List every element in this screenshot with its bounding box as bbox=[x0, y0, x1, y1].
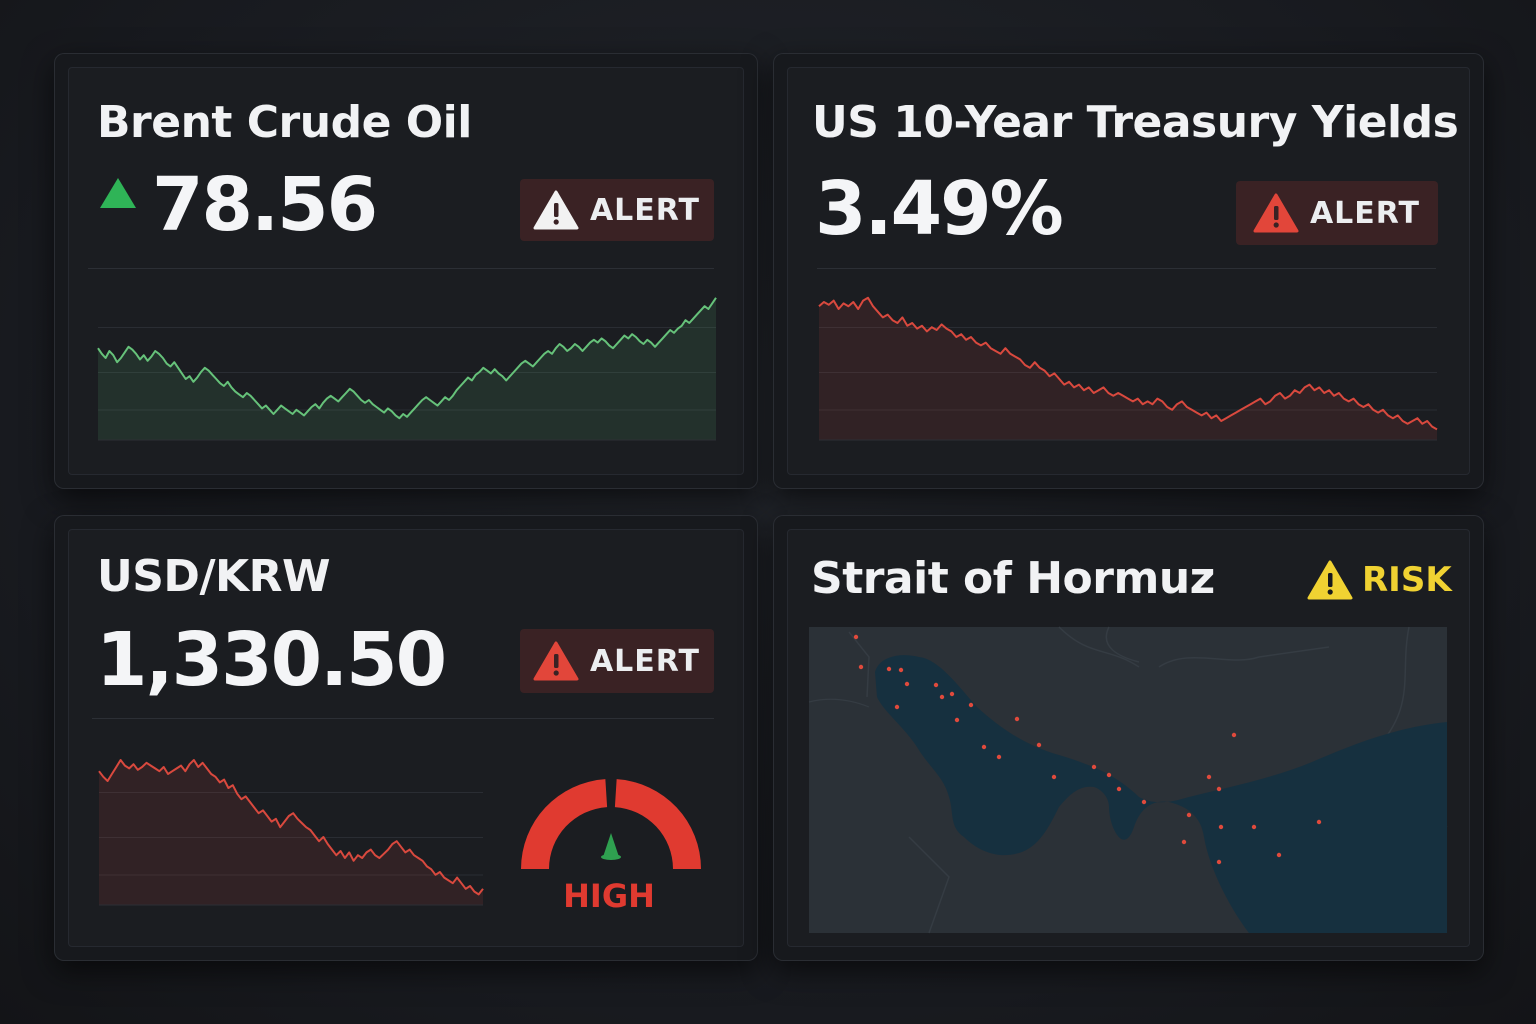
hormuz-risk-label: RISK bbox=[1362, 560, 1452, 600]
brent-alert-badge[interactable]: ALERT bbox=[520, 179, 714, 241]
vessel-marker bbox=[886, 666, 892, 672]
vessel-marker bbox=[968, 702, 974, 708]
vessel-marker bbox=[853, 634, 859, 640]
vessel-marker bbox=[904, 681, 910, 687]
hormuz-title: Strait of Hormuz bbox=[811, 553, 1215, 604]
treasury-series-line bbox=[818, 296, 1438, 431]
treasury-area bbox=[819, 297, 1437, 440]
risk-gauge bbox=[521, 779, 701, 869]
gauge-arc-segment bbox=[614, 779, 701, 869]
vessel-marker bbox=[894, 704, 900, 710]
brent-value: 78.56 bbox=[152, 162, 378, 248]
usdkrw-title: USD/KRW bbox=[97, 551, 331, 602]
brent-divider bbox=[88, 268, 714, 269]
brent-title: Brent Crude Oil bbox=[97, 97, 472, 148]
gauge-level-label: HIGH bbox=[563, 877, 655, 915]
usdkrw-area bbox=[99, 760, 483, 905]
vessel-marker bbox=[949, 691, 955, 697]
trend-up-icon bbox=[100, 178, 136, 208]
vessel-marker bbox=[1036, 742, 1042, 748]
vessel-marker bbox=[1276, 852, 1282, 858]
usdkrw-alert-badge[interactable]: ALERT bbox=[520, 629, 714, 693]
usdkrw-divider bbox=[92, 718, 714, 719]
persian-gulf-water bbox=[875, 655, 1447, 933]
usdkrw-alert-label: ALERT bbox=[589, 643, 701, 679]
treasury-panel: US 10-Year Treasury Yields 3.49% ALERT bbox=[773, 53, 1484, 489]
warning-icon bbox=[1307, 560, 1353, 600]
brent-series-line bbox=[97, 297, 717, 420]
warning-icon bbox=[1253, 193, 1299, 233]
vessel-marker bbox=[939, 694, 945, 700]
brent-area bbox=[98, 297, 716, 440]
warning-icon bbox=[533, 190, 579, 230]
usdkrw-value: 1,330.50 bbox=[96, 617, 447, 703]
vessel-marker bbox=[1091, 764, 1097, 770]
vessel-marker bbox=[1251, 824, 1257, 830]
treasury-panel-inner bbox=[787, 67, 1470, 475]
vessel-marker bbox=[1014, 716, 1020, 722]
strait-map[interactable] bbox=[808, 626, 1448, 934]
vessel-marker bbox=[1218, 824, 1224, 830]
brent-line-chart bbox=[97, 297, 717, 441]
vessel-marker bbox=[933, 682, 939, 688]
usdkrw-line-chart bbox=[98, 759, 484, 906]
treasury-divider bbox=[817, 268, 1436, 269]
usdkrw-series-line bbox=[98, 759, 484, 896]
usdkrw-panel: USD/KRW 1,330.50 ALERT HIGH bbox=[54, 515, 758, 961]
hormuz-risk-badge[interactable]: RISK bbox=[1307, 560, 1452, 600]
vessel-marker bbox=[1216, 786, 1222, 792]
vessel-marker bbox=[1186, 812, 1192, 818]
map-borders bbox=[848, 626, 1448, 934]
vessel-marker bbox=[1316, 819, 1322, 825]
vessel-marker bbox=[1181, 839, 1187, 845]
vessel-marker bbox=[858, 664, 864, 670]
gauge-hub bbox=[601, 854, 621, 860]
gauge-arc-segment bbox=[521, 779, 608, 869]
vessel-markers bbox=[853, 634, 1322, 865]
brent-alert-label: ALERT bbox=[589, 192, 701, 228]
vessel-marker bbox=[1206, 774, 1212, 780]
vessel-marker bbox=[1141, 799, 1147, 805]
vessel-marker bbox=[898, 667, 904, 673]
treasury-line-chart bbox=[818, 296, 1438, 441]
brent-panel-inner bbox=[68, 67, 744, 475]
vessel-marker bbox=[996, 754, 1002, 760]
vessel-marker bbox=[1231, 732, 1237, 738]
vessel-marker bbox=[1106, 772, 1112, 778]
brent-panel: Brent Crude Oil 78.56 ALERT bbox=[54, 53, 758, 489]
vessel-marker bbox=[1216, 859, 1222, 865]
hormuz-panel: Strait of Hormuz RISK bbox=[773, 515, 1484, 961]
vessel-marker bbox=[954, 717, 960, 723]
warning-icon bbox=[533, 641, 579, 681]
vessel-marker bbox=[981, 744, 987, 750]
vessel-marker bbox=[1051, 774, 1057, 780]
treasury-value: 3.49% bbox=[815, 166, 1064, 252]
vessel-marker bbox=[1116, 786, 1122, 792]
treasury-alert-label: ALERT bbox=[1309, 195, 1421, 231]
treasury-title: US 10-Year Treasury Yields bbox=[812, 97, 1459, 148]
gauge-needle bbox=[603, 833, 619, 857]
usdkrw-panel-inner bbox=[68, 529, 744, 947]
treasury-alert-badge[interactable]: ALERT bbox=[1236, 181, 1438, 245]
